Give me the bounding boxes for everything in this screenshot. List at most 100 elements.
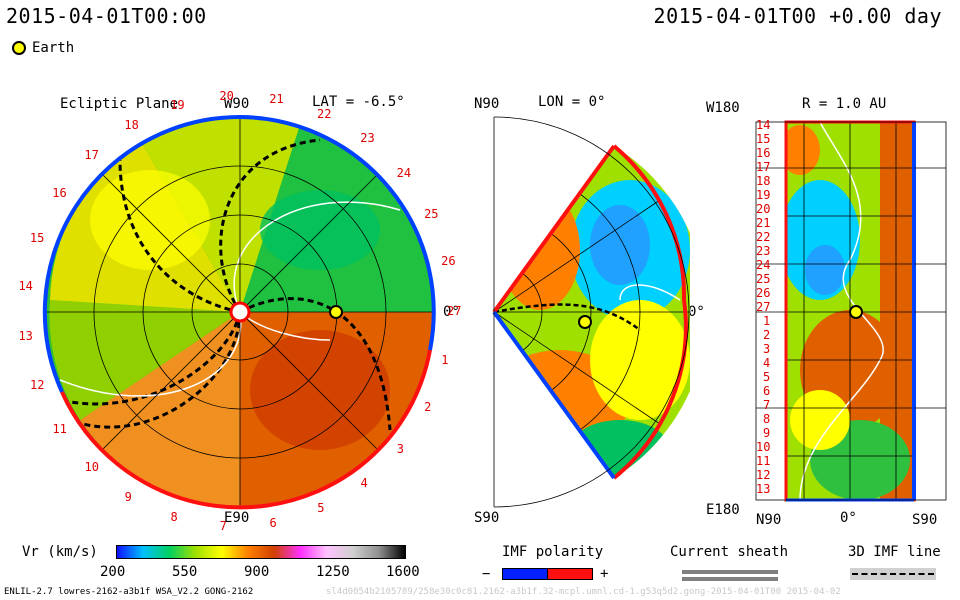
footer-left: ENLIL-2.7 lowres-2162-a3b1f WSA_V2.2 GON… xyxy=(4,587,254,597)
imf-positive-swatch xyxy=(547,568,593,580)
ecliptic-tick-8: 8 xyxy=(170,510,178,524)
meridional-top-label: N90 xyxy=(474,96,500,112)
ecliptic-tick-14: 14 xyxy=(18,279,33,294)
colorbar-tick-1: 550 xyxy=(172,564,198,580)
ecliptic-top-label: W90 xyxy=(224,96,250,112)
lonlat-x-left: N90 xyxy=(756,512,782,528)
ecliptic-tick-12: 12 xyxy=(30,377,45,392)
imf3d-swatch xyxy=(850,568,936,580)
colorbar-tick-0: 200 xyxy=(100,564,126,580)
ecliptic-tick-16: 16 xyxy=(52,185,67,200)
lonlat-row-17: 17 xyxy=(756,160,771,174)
lonlat-top-label: W180 xyxy=(706,100,740,116)
lonlat-bottom-label: E180 xyxy=(706,502,740,518)
ecliptic-right-label: 0° xyxy=(443,304,460,320)
earth-legend-label: Earth xyxy=(32,40,75,56)
lonlat-row-6: 6 xyxy=(763,384,771,398)
ecliptic-bottom-label: E90 xyxy=(224,510,250,526)
lonlat-row-13: 13 xyxy=(756,482,771,496)
earth-icon xyxy=(12,41,26,55)
velocity-colorbar xyxy=(116,545,406,559)
earth-marker-meridional xyxy=(578,315,592,329)
lonlat-row-2: 2 xyxy=(763,328,771,342)
ecliptic-lat-label: LAT = -6.5° xyxy=(312,94,405,110)
lonlat-row-4: 4 xyxy=(763,356,771,370)
ecliptic-tick-19: 19 xyxy=(170,98,185,113)
datetime-left: 2015-04-01T00:00 xyxy=(6,4,207,28)
lonlat-row-18: 18 xyxy=(756,174,771,188)
ecliptic-tick-22: 22 xyxy=(317,106,332,121)
lonlat-x-mid: 0° xyxy=(840,510,857,526)
meridional-bottom-label: S90 xyxy=(474,510,500,526)
colorbar-tick-4: 1600 xyxy=(386,564,420,580)
ecliptic-tick-4: 4 xyxy=(360,476,368,491)
ecliptic-tick-24: 24 xyxy=(396,165,412,180)
lonlat-x-right: S90 xyxy=(912,512,938,528)
ecliptic-tick-6: 6 xyxy=(269,515,277,530)
lonlat-row-14: 14 xyxy=(756,118,771,132)
earth-marker-lonlat xyxy=(849,305,863,319)
ecliptic-tick-3: 3 xyxy=(396,442,404,457)
datetime-right: 2015-04-01T00 +0.00 day xyxy=(653,4,942,28)
ecliptic-title: Ecliptic Plane xyxy=(60,96,179,112)
colorbar-tick-3: 1250 xyxy=(316,564,350,580)
ecliptic-tick-1: 1 xyxy=(441,353,449,368)
ecliptic-tick-20: 20 xyxy=(219,89,234,104)
lonlat-row-24: 24 xyxy=(756,258,771,272)
ecliptic-tick-9: 9 xyxy=(124,490,132,505)
ecliptic-tick-18: 18 xyxy=(124,117,139,132)
imf3d-label: 3D IMF line xyxy=(848,544,941,560)
lonlat-row-11: 11 xyxy=(756,454,771,468)
ecliptic-tick-21: 21 xyxy=(269,92,284,107)
lonlat-row-3: 3 xyxy=(763,342,771,356)
ecliptic-tick-11: 11 xyxy=(52,422,67,437)
colorbar-label: Vr (km/s) xyxy=(22,544,98,560)
colorbar-tick-2: 900 xyxy=(244,564,270,580)
lonlat-row-12: 12 xyxy=(756,468,771,482)
imf-polarity-label: IMF polarity xyxy=(502,544,604,560)
meridional-lon-label: LON = 0° xyxy=(538,94,606,110)
ecliptic-tick-15: 15 xyxy=(29,230,45,245)
lonlat-row-9: 9 xyxy=(763,426,771,440)
current-sheath-swatch-2 xyxy=(682,577,778,581)
lonlat-row-5: 5 xyxy=(763,370,771,384)
ecliptic-tick-10: 10 xyxy=(84,460,99,475)
imf-minus: − xyxy=(482,566,491,582)
earth-marker-ecliptic xyxy=(329,305,343,319)
imf-negative-swatch xyxy=(502,568,548,580)
current-sheath-label: Current sheath xyxy=(670,544,789,560)
lonlat-row-22: 22 xyxy=(756,230,771,244)
current-sheath-swatch-1 xyxy=(682,570,778,574)
lonlat-row-8: 8 xyxy=(763,412,771,426)
footer-right: sl4d0054b2105789/258e30c0c81.2162-a3b1f.… xyxy=(326,587,841,597)
ecliptic-tick-17: 17 xyxy=(84,147,99,162)
lonlat-row-20: 20 xyxy=(756,202,771,216)
ecliptic-tick-5: 5 xyxy=(317,501,325,516)
lonlat-row-7: 7 xyxy=(763,398,771,412)
ecliptic-tick-13: 13 xyxy=(18,329,33,344)
lonlat-row-15: 15 xyxy=(756,132,771,146)
imf-plus: + xyxy=(600,566,609,582)
lonlat-title: R = 1.0 AU xyxy=(802,96,887,112)
ecliptic-tick-25: 25 xyxy=(424,207,439,222)
ecliptic-tick-7: 7 xyxy=(219,518,227,533)
lonlat-row-21: 21 xyxy=(756,216,771,230)
sun-marker xyxy=(229,301,251,323)
earth-legend: Earth xyxy=(12,40,74,56)
ecliptic-disk xyxy=(42,115,436,510)
lonlat-row-16: 16 xyxy=(756,146,771,160)
meridional-right-label: 0° xyxy=(688,304,705,320)
lonlat-row-26: 26 xyxy=(756,286,771,300)
ecliptic-tick-27: 27 xyxy=(446,303,462,318)
lonlat-row-25: 25 xyxy=(756,272,771,286)
lonlat-row-1: 1 xyxy=(763,314,771,328)
lonlat-row-27: 27 xyxy=(756,300,771,314)
lonlat-row-23: 23 xyxy=(756,244,771,258)
lonlat-row-19: 19 xyxy=(756,188,771,202)
ecliptic-tick-26: 26 xyxy=(441,254,456,269)
ecliptic-tick-23: 23 xyxy=(360,131,375,146)
lonlat-row-10: 10 xyxy=(756,440,771,454)
